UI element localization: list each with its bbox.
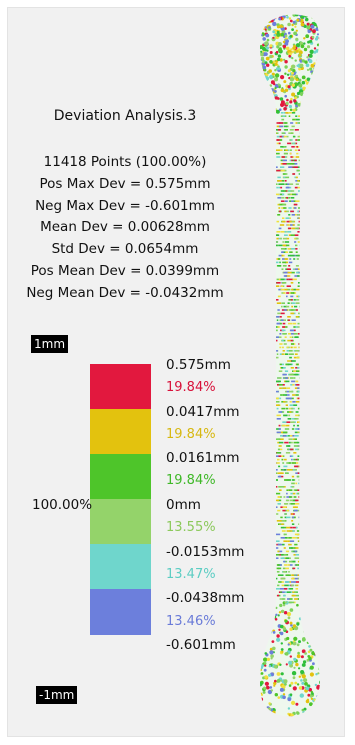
scale-band bbox=[90, 454, 151, 499]
analysis-title: Deviation Analysis.3 bbox=[53, 108, 197, 124]
scale-band bbox=[90, 544, 151, 589]
stat-mean-dev: Mean Dev = 0.00628mm bbox=[40, 219, 210, 236]
stat-pos-max-dev: Pos Max Dev = 0.575mm bbox=[39, 175, 211, 192]
threshold-label: 0.0417mm bbox=[166, 404, 240, 420]
stat-pos-mean-dev: Pos Mean Dev = 0.0399mm bbox=[30, 262, 220, 279]
scale-band bbox=[90, 364, 151, 409]
band-percent: 19.84% bbox=[166, 473, 216, 488]
threshold-label: 0.575mm bbox=[166, 357, 231, 373]
analysis-stats: 11418 Points (100.00%) Pos Max Dev = 0.5… bbox=[0, 152, 250, 305]
threshold-label: -0.0153mm bbox=[166, 544, 245, 560]
total-percent-label: 100.00% bbox=[32, 497, 93, 513]
bone-point-cloud[interactable] bbox=[250, 12, 330, 724]
scale-band bbox=[90, 499, 151, 544]
stat-neg-mean-dev: Neg Mean Dev = -0.0432mm bbox=[26, 284, 224, 301]
scale-max-tag: 1mm bbox=[31, 335, 69, 353]
scale-band bbox=[90, 409, 151, 454]
threshold-label: 0.0161mm bbox=[166, 450, 240, 466]
band-percent: 19.84% bbox=[166, 380, 216, 395]
scale-band bbox=[90, 589, 151, 635]
threshold-label: -0.601mm bbox=[166, 637, 236, 653]
band-percent: 13.47% bbox=[166, 567, 216, 582]
band-percent: 13.55% bbox=[166, 520, 216, 535]
band-percent: 19.84% bbox=[166, 427, 216, 442]
threshold-label: -0.0438mm bbox=[166, 590, 245, 606]
stat-std-dev: Std Dev = 0.0654mm bbox=[51, 241, 199, 258]
band-percent: 13.46% bbox=[166, 614, 216, 629]
stat-neg-max-dev: Neg Max Dev = -0.601mm bbox=[35, 197, 215, 214]
stat-points: 11418 Points (100.00%) bbox=[43, 154, 207, 170]
threshold-label: 0mm bbox=[166, 497, 201, 513]
scale-min-tag: -1mm bbox=[36, 686, 78, 704]
